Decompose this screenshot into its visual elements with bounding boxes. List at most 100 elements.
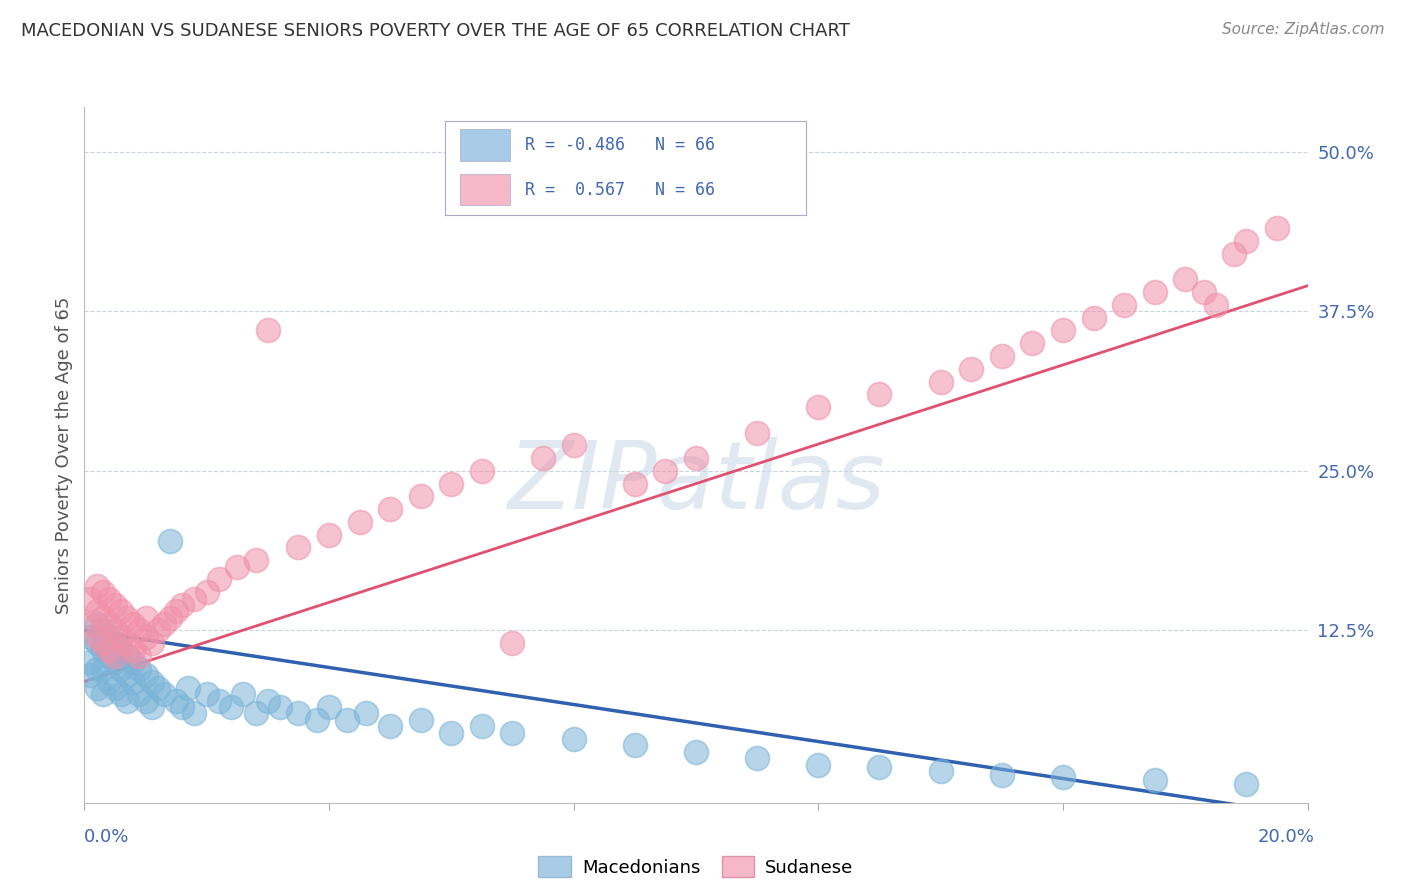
Point (1021, 336, 1043, 351)
Point (226, 559, 249, 574)
Point (79, 668, 101, 682)
Point (79, 591, 101, 606)
Point (165, 604, 187, 618)
Point (97, 591, 120, 606)
Point (747, 425, 769, 440)
Point (97, 617, 120, 632)
Point (287, 541, 309, 555)
Point (991, 768, 1014, 782)
Point (269, 700, 291, 714)
Text: MACEDONIAN VS SUDANESE SENIORS POVERTY OVER THE AGE OF 65 CORRELATION CHART: MACEDONIAN VS SUDANESE SENIORS POVERTY O… (21, 22, 851, 40)
Point (86, 681, 108, 695)
Point (471, 719, 494, 733)
Point (122, 617, 145, 632)
Point (1083, 310, 1105, 325)
Point (336, 713, 359, 727)
Point (380, 719, 402, 733)
Point (354, 706, 377, 721)
Point (104, 636, 127, 650)
Point (115, 610, 138, 624)
Point (245, 706, 267, 721)
Point (97, 630, 120, 644)
Point (257, 323, 280, 337)
Point (1052, 770, 1074, 784)
Point (747, 751, 769, 765)
Point (172, 700, 194, 714)
Point (115, 636, 138, 650)
Point (1236, 777, 1258, 791)
Point (440, 476, 463, 491)
Point (409, 490, 432, 504)
Point (502, 725, 524, 739)
Point (208, 573, 231, 587)
Point (287, 706, 309, 721)
Point (135, 668, 157, 682)
Point (86, 604, 108, 618)
Point (91, 585, 114, 599)
Point (1223, 247, 1246, 261)
Point (440, 725, 463, 739)
Point (624, 739, 647, 753)
Point (110, 604, 132, 618)
Text: Source: ZipAtlas.com: Source: ZipAtlas.com (1222, 22, 1385, 37)
Point (219, 700, 242, 714)
Point (122, 674, 145, 689)
Point (110, 630, 132, 644)
Point (624, 476, 647, 491)
Point (141, 636, 163, 650)
Point (807, 757, 830, 772)
Point (869, 387, 891, 401)
Point (91, 610, 114, 624)
Point (208, 694, 231, 708)
Point (97, 642, 120, 657)
Point (104, 648, 127, 663)
Point (91, 642, 114, 657)
Point (128, 648, 150, 663)
Point (110, 662, 132, 676)
Point (135, 630, 157, 644)
Point (86, 636, 108, 650)
Point (104, 598, 127, 612)
Point (929, 375, 952, 389)
Point (110, 687, 132, 701)
Point (97, 648, 120, 663)
Point (195, 585, 218, 599)
Y-axis label: Seniors Poverty Over the Age of 65: Seniors Poverty Over the Age of 65 (55, 296, 73, 614)
Point (141, 700, 163, 714)
Point (91, 636, 114, 650)
Point (195, 687, 218, 701)
Point (110, 642, 132, 657)
Point (183, 591, 205, 606)
Text: ZIPatlas: ZIPatlas (508, 437, 884, 528)
Point (1192, 285, 1215, 300)
Point (153, 617, 176, 632)
Point (115, 668, 138, 682)
Point (104, 681, 127, 695)
Point (685, 745, 707, 759)
Point (91, 624, 114, 638)
Point (91, 687, 114, 701)
Point (141, 674, 163, 689)
Point (86, 630, 108, 644)
Point (960, 361, 983, 376)
Point (91, 662, 114, 676)
Point (232, 687, 254, 701)
Point (97, 674, 120, 689)
Point (135, 610, 157, 624)
Point (165, 694, 187, 708)
Point (807, 400, 830, 414)
Point (79, 617, 101, 632)
Text: 20.0%: 20.0% (1258, 828, 1315, 846)
Point (929, 764, 952, 778)
Point (318, 527, 340, 541)
Point (1114, 298, 1136, 312)
Point (177, 681, 200, 695)
Point (471, 464, 494, 478)
Point (245, 553, 267, 567)
Point (104, 656, 127, 670)
Point (502, 636, 524, 650)
Point (159, 534, 181, 549)
Point (172, 598, 194, 612)
Point (1052, 323, 1074, 337)
Point (654, 464, 676, 478)
